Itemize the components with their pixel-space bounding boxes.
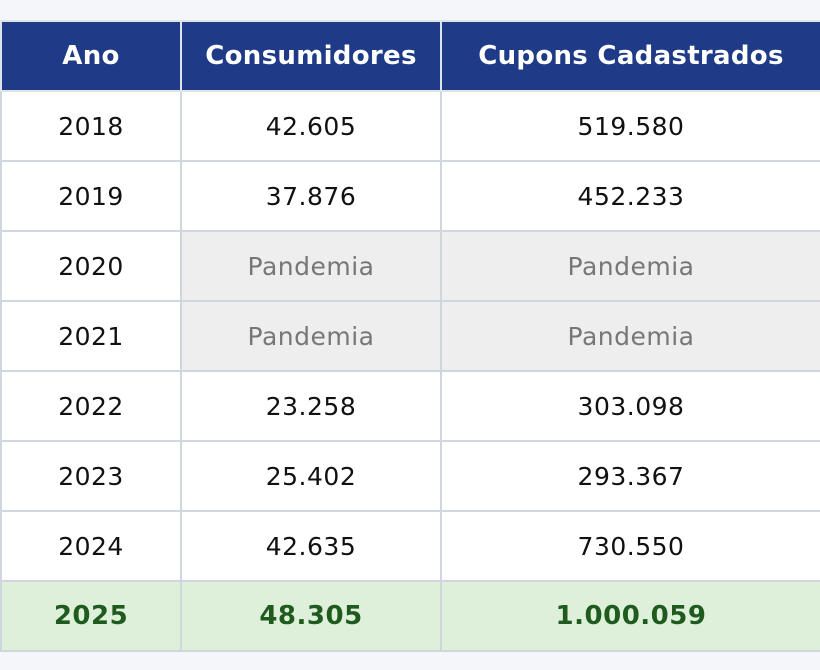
table-body: 2018 42.605 519.580 2019 37.876 452.233 2020 Pa… — [0, 90, 820, 652]
cell-cupons-cadastrados: 519.580 — [440, 90, 820, 162]
cell-cupons-cadastrados: 293.367 — [440, 440, 820, 512]
cell-ano: 2021 — [0, 300, 182, 372]
table-row: 2025 48.305 1.000.059 — [0, 580, 820, 652]
table-row: 2020 Pandemia Pandemia — [0, 230, 820, 302]
cell-consumidores: 42.635 — [180, 510, 442, 582]
cell-consumidores: 23.258 — [180, 370, 442, 442]
table-row: 2024 42.635 730.550 — [0, 510, 820, 582]
cell-ano: 2024 — [0, 510, 182, 582]
table-row: 2023 25.402 293.367 — [0, 440, 820, 512]
cell-cupons-cadastrados: 452.233 — [440, 160, 820, 232]
table-row: 2019 37.876 452.233 — [0, 160, 820, 232]
cell-cupons-cadastrados: 1.000.059 — [440, 580, 820, 652]
data-table-container: Ano Consumidores Cupons Cadastrados 2018… — [0, 20, 820, 652]
header-consumidores: Consumidores — [180, 20, 442, 92]
cell-consumidores: 42.605 — [180, 90, 442, 162]
cell-cupons-cadastrados: 730.550 — [440, 510, 820, 582]
cell-ano: 2019 — [0, 160, 182, 232]
cell-ano: 2023 — [0, 440, 182, 512]
data-table: Ano Consumidores Cupons Cadastrados 2018… — [0, 20, 820, 652]
cell-consumidores: 37.876 — [180, 160, 442, 232]
table-row: 2021 Pandemia Pandemia — [0, 300, 820, 372]
header-row: Ano Consumidores Cupons Cadastrados — [0, 20, 820, 92]
cell-consumidores: 48.305 — [180, 580, 442, 652]
cell-consumidores: Pandemia — [180, 230, 442, 302]
table-header: Ano Consumidores Cupons Cadastrados — [0, 20, 820, 92]
cell-ano: 2025 — [0, 580, 182, 652]
cell-ano: 2022 — [0, 370, 182, 442]
header-ano: Ano — [0, 20, 182, 92]
cell-cupons-cadastrados: Pandemia — [440, 300, 820, 372]
cell-cupons-cadastrados: 303.098 — [440, 370, 820, 442]
table-row: 2018 42.605 519.580 — [0, 90, 820, 162]
cell-consumidores: Pandemia — [180, 300, 442, 372]
cell-ano: 2018 — [0, 90, 182, 162]
cell-cupons-cadastrados: Pandemia — [440, 230, 820, 302]
table-row: 2022 23.258 303.098 — [0, 370, 820, 442]
cell-ano: 2020 — [0, 230, 182, 302]
cell-consumidores: 25.402 — [180, 440, 442, 512]
header-cupons-cadastrados: Cupons Cadastrados — [440, 20, 820, 92]
